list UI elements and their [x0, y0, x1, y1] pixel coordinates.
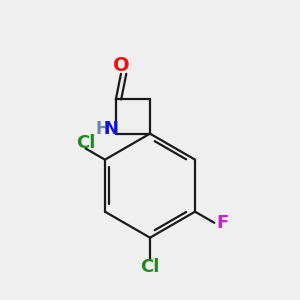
Text: F: F: [217, 214, 229, 232]
Text: O: O: [112, 56, 129, 75]
Text: H: H: [95, 120, 110, 138]
Text: Cl: Cl: [76, 134, 96, 152]
Text: N: N: [104, 120, 119, 138]
Text: Cl: Cl: [140, 257, 160, 275]
